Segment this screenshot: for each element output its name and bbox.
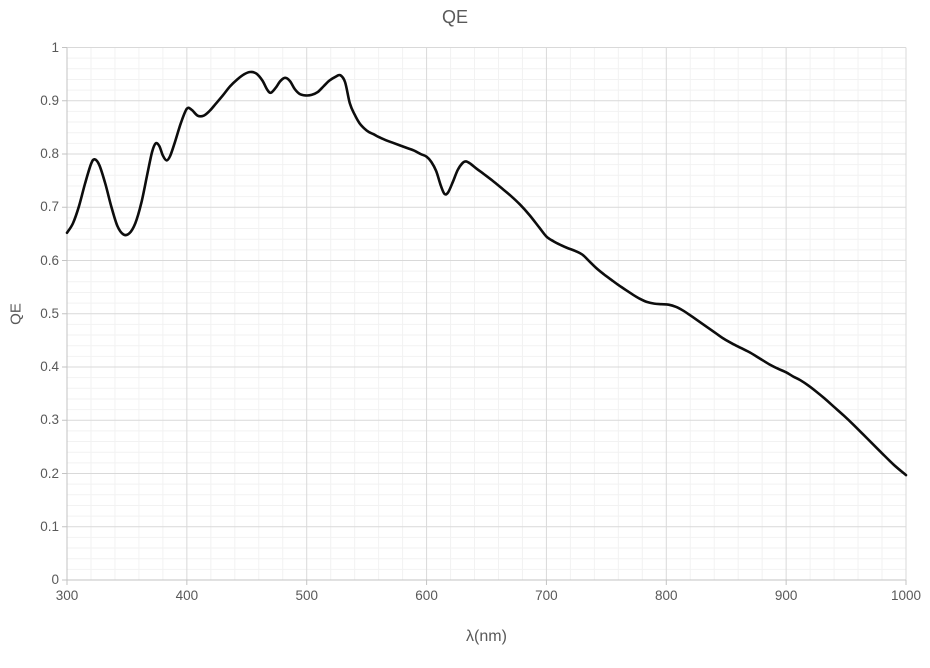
y-tick-label: 0.6 xyxy=(40,252,59,268)
y-tick-label: 0.7 xyxy=(40,199,59,215)
y-tick-label: 0 xyxy=(51,572,59,587)
x-tick-label: 1000 xyxy=(890,588,922,603)
x-tick-label: 900 xyxy=(774,588,798,603)
series-line-qe xyxy=(65,70,908,477)
y-tick-label: 0.3 xyxy=(40,412,59,428)
y-tick-label: 0.2 xyxy=(40,465,59,481)
x-tick-label: 800 xyxy=(655,588,678,603)
x-tick-label: 600 xyxy=(415,588,438,603)
y-tick-label: 0.1 xyxy=(40,518,59,534)
x-tick-label: 300 xyxy=(55,588,79,603)
y-tick-label: 0.4 xyxy=(40,359,59,374)
x-tick-label: 500 xyxy=(295,588,318,603)
y-tick-label: 0.8 xyxy=(40,146,59,161)
y-axis-title-text: QE xyxy=(7,303,25,325)
x-tick-label: 700 xyxy=(535,588,558,603)
y-tick-label: 0.5 xyxy=(40,305,59,321)
x-axis-title: λ(nm) xyxy=(466,628,507,645)
y-tick-label: 1 xyxy=(51,39,59,55)
x-tick-label: 400 xyxy=(175,588,199,603)
y-tick-label: 0.9 xyxy=(40,92,59,108)
chart-title: QE xyxy=(441,7,468,27)
